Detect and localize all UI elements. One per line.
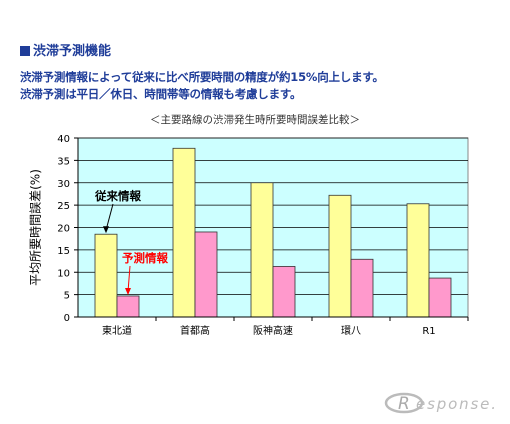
bars <box>94 147 452 318</box>
y-tick-label: 35 <box>57 156 70 167</box>
y-tick-label: 40 <box>57 134 70 145</box>
bar-predicted <box>428 277 452 318</box>
annotation-arrowhead <box>125 287 131 295</box>
response-logo: R esponse. <box>384 389 502 421</box>
bar-predicted <box>272 266 296 318</box>
x-tick-label: 阪神高速 <box>253 324 293 337</box>
bar-predicted <box>194 231 218 318</box>
y-tick-label: 25 <box>57 201 70 212</box>
x-tick-label: 首都高 <box>180 324 210 337</box>
x-tick-label: 環八 <box>341 325 361 337</box>
svg-text:esponse.: esponse. <box>416 395 496 413</box>
annotation-arrowhead <box>103 226 109 234</box>
y-tick-label: 0 <box>64 313 70 324</box>
description-line-1: 渋滞予測情報によって従来に比べ所要時間の精度が約15%向上します。 <box>20 70 384 84</box>
annotation-label: 予測情報 <box>122 251 168 265</box>
tick-labels: 0 5 10 15 20 25 30 35 40 東北道 首都高 阪神高速 環八 R1 <box>57 134 469 337</box>
chart-title: ＜主要路線の渋滞発生時所要時間誤差比較＞ <box>150 114 360 126</box>
bar-predicted <box>350 258 374 318</box>
annotation-arrow <box>105 203 114 231</box>
section-heading-text: 渋滞予測機能 <box>33 44 112 59</box>
svg-text:R: R <box>398 394 410 414</box>
y-tick-label: 10 <box>57 268 70 279</box>
x-tick-label: R1 <box>422 326 435 337</box>
x-tick-label: 東北道 <box>102 324 132 337</box>
bar-conventional <box>328 194 352 318</box>
y-tick-label: 30 <box>57 179 70 190</box>
bar-conventional <box>406 203 430 318</box>
bar-conventional <box>172 147 196 318</box>
bar-conventional <box>94 233 118 318</box>
bar-conventional <box>250 182 274 318</box>
bar-predicted <box>116 295 140 318</box>
annotation-arrow <box>127 265 131 293</box>
y-axis-label: 平均所要時間誤差(%) <box>28 169 43 286</box>
y-tick-label: 15 <box>57 246 70 257</box>
y-tick-label: 5 <box>64 291 70 302</box>
annotation-label: 従来情報 <box>94 189 141 203</box>
square-bullet-icon <box>20 46 30 56</box>
description-line-2: 渋滞予測は平日／休日、時間帯等の情報も考慮します。 <box>20 87 302 101</box>
y-tick-label: 20 <box>57 224 70 235</box>
section-heading: 渋滞予測機能 <box>20 40 111 59</box>
